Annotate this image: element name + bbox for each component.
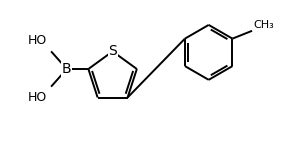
Text: CH₃: CH₃: [253, 20, 274, 30]
Text: HO: HO: [28, 35, 47, 47]
Text: S: S: [108, 44, 117, 58]
Text: HO: HO: [28, 91, 47, 104]
Text: B: B: [62, 62, 72, 76]
